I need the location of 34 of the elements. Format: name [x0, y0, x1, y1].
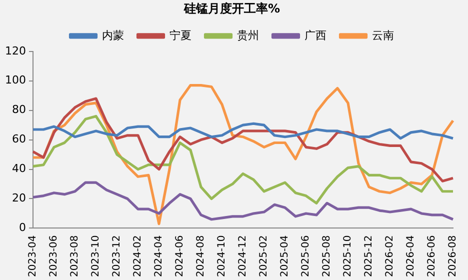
- x-tick-label: 2026-06: [426, 235, 438, 278]
- y-tick-label: 60: [12, 132, 26, 146]
- legend-label: 广西: [304, 28, 326, 42]
- x-tick-label: 2024-08: [196, 235, 207, 278]
- x-tick-label: 2026-08: [448, 235, 459, 278]
- x-tick-label: 2023-10: [90, 235, 102, 278]
- x-tick-label: 2023-08: [70, 235, 81, 278]
- y-tick-label: 120: [4, 44, 26, 58]
- x-tick-label: 2025-08: [322, 235, 333, 278]
- x-tick-label: 2024-06: [174, 235, 186, 278]
- x-tick-label: 2025-06: [300, 235, 312, 278]
- y-tick-label: 20: [12, 192, 26, 205]
- x-tick-label: 2025-12: [364, 235, 375, 278]
- legend-label: 云南: [372, 28, 394, 42]
- x-tick-label: 2025-04: [280, 235, 291, 278]
- x-tick-label: 2026-04: [406, 235, 417, 278]
- x-tick-label: 2024-02: [132, 235, 144, 278]
- y-tick-label: 0: [18, 221, 26, 234]
- legend-label: 内蒙: [102, 28, 124, 42]
- y-tick-label: 80: [12, 103, 26, 116]
- x-tick-label: 2023-06: [48, 235, 60, 278]
- chart-title: 硅锰月度开工率%: [182, 1, 280, 16]
- x-tick-label: 2024-12: [238, 235, 249, 278]
- x-tick-label: 2025-10: [342, 235, 354, 278]
- x-tick-label: 2023-04: [28, 235, 39, 278]
- x-tick-label: 2026-02: [384, 235, 396, 278]
- y-tick-label: 100: [4, 74, 26, 87]
- x-tick-label: 2024-04: [154, 235, 165, 278]
- y-tick-label: 40: [12, 162, 26, 176]
- legend-label: 宁夏: [169, 28, 192, 42]
- x-tick-label: 2024-10: [216, 235, 228, 278]
- legend-label: 贵州: [236, 28, 259, 42]
- x-tick-label: 2023-12: [112, 235, 123, 278]
- x-tick-label: 2025-02: [258, 235, 270, 278]
